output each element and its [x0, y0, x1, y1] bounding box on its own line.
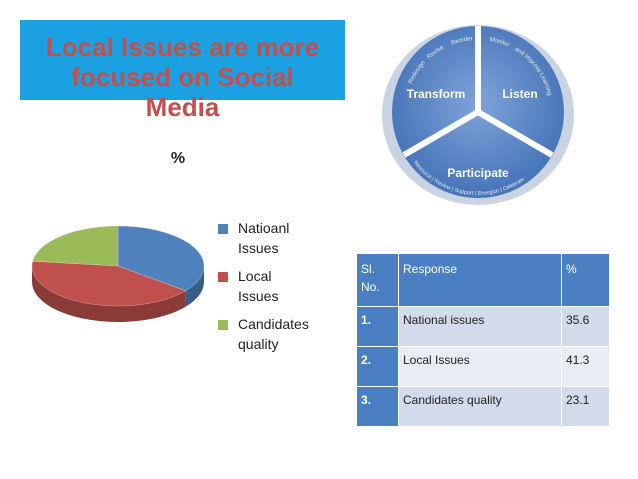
- pie-slice-national-issues: [117, 225, 205, 292]
- legend-label-local-line-2: Issues: [238, 288, 279, 304]
- table-cell-response: National issues: [398, 306, 562, 347]
- legend-swatch-national: [218, 224, 228, 234]
- cycle-arc-text-top-4: Monitor: [489, 37, 510, 49]
- cycle-arc-monitor: Monitor: [489, 37, 510, 49]
- slide-title: Local Issues are more focused on Social …: [20, 32, 345, 122]
- legend-label-national-line-2: Issues: [238, 240, 279, 256]
- cycle-label-listen: Listen: [502, 87, 537, 101]
- table-cell-sl: 3.: [356, 386, 399, 427]
- table-header-sl-line-1: Sl.: [361, 262, 376, 276]
- legend-label-national-line-1: Natioanl: [238, 220, 290, 236]
- pie-slice-local-issues: [31, 260, 187, 307]
- table-cell-percent: 23.1: [561, 386, 610, 427]
- table-cell-sl: 2.: [356, 346, 399, 387]
- pie-slice-side: [185, 266, 204, 307]
- slide-title-line-2: focused on Social: [71, 62, 294, 92]
- slide-title-line-1: Local Issues are more: [45, 32, 320, 62]
- title-background: [20, 20, 345, 100]
- legend-label-candidates-line-2: quality: [238, 336, 279, 352]
- response-table: Sl. No. Response % 1. National issues 35…: [356, 253, 610, 427]
- table-header-row: Sl. No. Response %: [356, 253, 610, 307]
- slide-title-line-3: Media: [145, 92, 220, 122]
- cycle-divider-left: [402, 109, 480, 158]
- legend-swatch-local: [218, 272, 228, 282]
- table-cell-response: Local Issues: [398, 346, 562, 387]
- legend-item-candidates-quality: Candidates quality: [218, 314, 328, 354]
- cycle-arc-reorder: Reorder: [450, 36, 473, 47]
- table-header-percent: %: [561, 253, 610, 307]
- pie-slice-candidates-quality: [32, 225, 119, 267]
- legend-label-candidates-line-1: Candidates: [238, 316, 309, 332]
- table-cell-sl: 1.: [356, 306, 399, 347]
- legend-item-local-issues: Local Issues: [218, 266, 328, 306]
- legend-label-local-line-1: Local: [238, 268, 272, 284]
- table-cell-percent: 35.6: [561, 306, 610, 347]
- pie-chart: [31, 225, 205, 322]
- table-header-sl: Sl. No.: [356, 253, 399, 307]
- table-cell-response: Candidates quality: [398, 386, 562, 427]
- legend-item-national-issues: Natioanl Issues: [218, 218, 328, 258]
- table-row: 2. Local Issues 41.3: [356, 346, 610, 387]
- table-header-sl-line-2: No.: [361, 280, 380, 294]
- pie-slice-side: [32, 266, 186, 322]
- legend-swatch-candidates: [218, 320, 228, 330]
- table-cell-percent: 41.3: [561, 346, 610, 387]
- table-row: 3. Candidates quality 23.1: [356, 386, 610, 427]
- chart-title: %: [170, 150, 186, 167]
- cycle-arc-text-top-3: Reorder: [450, 36, 473, 47]
- cycle-diagram: Transform Listen Participate Redesign Re…: [382, 25, 574, 205]
- cycle-divider-right: [476, 109, 554, 158]
- table-header-response: Response: [398, 253, 562, 307]
- cycle-label-participate: Participate: [447, 166, 509, 180]
- table-row: 1. National issues 35.6: [356, 306, 610, 347]
- chart-legend: Natioanl Issues Local Issues Candidates …: [218, 218, 328, 362]
- cycle-label-transform: Transform: [407, 87, 466, 101]
